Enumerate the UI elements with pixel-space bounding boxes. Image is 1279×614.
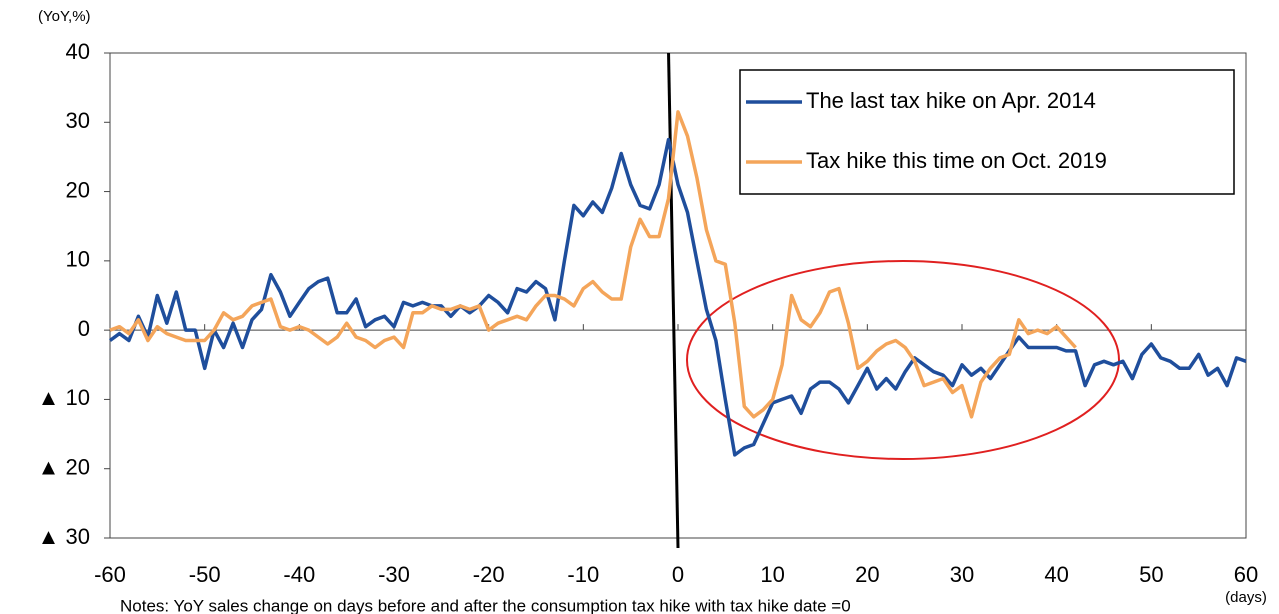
x-tick-label: 40 xyxy=(1044,562,1068,587)
x-tick-label: -20 xyxy=(473,562,505,587)
y-tick-label: 40 xyxy=(66,39,90,64)
x-tick-label: -10 xyxy=(567,562,599,587)
y-tick-label: 10 xyxy=(66,247,90,272)
x-tick-label: 0 xyxy=(672,562,684,587)
y-tick-label: ▲ 20 xyxy=(38,455,90,480)
series-line xyxy=(108,137,1247,457)
series-line xyxy=(109,110,1077,419)
x-tick-label: 50 xyxy=(1139,562,1163,587)
x-tick-label: -60 xyxy=(94,562,126,587)
y-tick-label: ▲ 30 xyxy=(38,524,90,549)
x-tick-label: 20 xyxy=(855,562,879,587)
event-line xyxy=(667,52,680,549)
x-tick-label: 10 xyxy=(760,562,784,587)
x-tick-label: -30 xyxy=(378,562,410,587)
x-tick-label: 60 xyxy=(1234,562,1258,587)
legend-label: The last tax hike on Apr. 2014 xyxy=(806,88,1096,113)
legend-label: Tax hike this time on Oct. 2019 xyxy=(806,148,1107,173)
y-tick-label: 0 xyxy=(78,316,90,341)
y-tick-label: ▲ 10 xyxy=(38,385,90,410)
y-tick-label: 30 xyxy=(66,108,90,133)
note: Notes: YoY sales change on days before a… xyxy=(120,596,851,614)
x-tick-label: -40 xyxy=(283,562,315,587)
y-axis-label: (YoY,%) xyxy=(38,8,91,25)
y-tick-label: 20 xyxy=(66,177,90,202)
legend-box xyxy=(739,69,1235,195)
highlight-ellipse xyxy=(686,260,1120,460)
x-axis-label: (days) xyxy=(1225,589,1267,606)
x-tick-label: -50 xyxy=(189,562,221,587)
x-tick-label: 30 xyxy=(950,562,974,587)
